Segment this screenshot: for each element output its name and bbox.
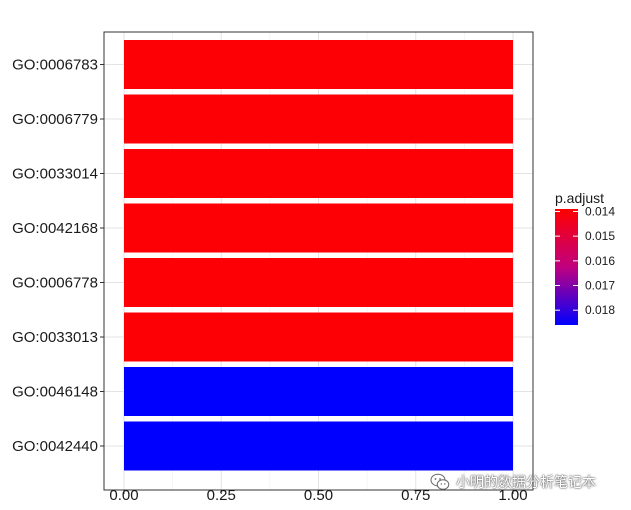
bar-go-0006779 [124,94,513,144]
legend-title: p.adjust [555,190,604,206]
bar-go-0046148 [124,367,513,416]
legend-tick-label: 0.015 [585,229,615,243]
y-tick-label: GO:0033014 [12,166,98,183]
watermark: 小明的数据分析笔记本 [430,470,596,494]
y-tick-label: GO:0006779 [12,111,98,128]
y-tick-label: GO:0006778 [12,275,98,292]
x-tick-label: 0.75 [401,487,430,504]
legend-tick-label: 0.018 [585,303,615,317]
legend-tick-label: 0.014 [585,204,615,218]
wechat-icon [430,473,450,490]
y-tick-label: GO:0042168 [12,220,98,237]
legend-tick-label: 0.017 [585,279,615,293]
watermark-text: 小明的数据分析笔记本 [456,475,596,491]
y-tick-label: GO:0033013 [12,329,98,346]
x-tick-label: 0.50 [304,487,333,504]
bar-go-0033014 [124,149,513,198]
y-tick-label: GO:0006783 [12,57,98,74]
bar-go-0006778 [124,258,513,307]
y-tick-label: GO:0042440 [12,438,98,455]
x-tick-label: 0.25 [207,487,236,504]
legend-ticks: 0.014 0.015 0.016 0.017 0.018 [555,204,615,317]
legend-colorbar [555,209,578,325]
bar-go-0042440 [124,421,513,471]
y-tick-label: GO:0046148 [12,384,98,401]
bars [124,40,513,471]
bar-go-0042168 [124,203,513,253]
x-tick-label: 0.00 [109,487,138,504]
legend-tick-label: 0.016 [585,254,615,268]
legend: p.adjust 0.014 0.015 0.016 0.017 0.018 [555,190,615,325]
x-axis: 0.00 0.25 0.50 0.75 1.00 [109,487,527,504]
y-axis: GO:0006783 GO:0006779 GO:0033014 GO:0042168… [12,57,104,455]
bar-go-0033013 [124,312,513,362]
x-tick-label: 1.00 [498,487,527,504]
bar-go-0006783 [124,40,513,89]
